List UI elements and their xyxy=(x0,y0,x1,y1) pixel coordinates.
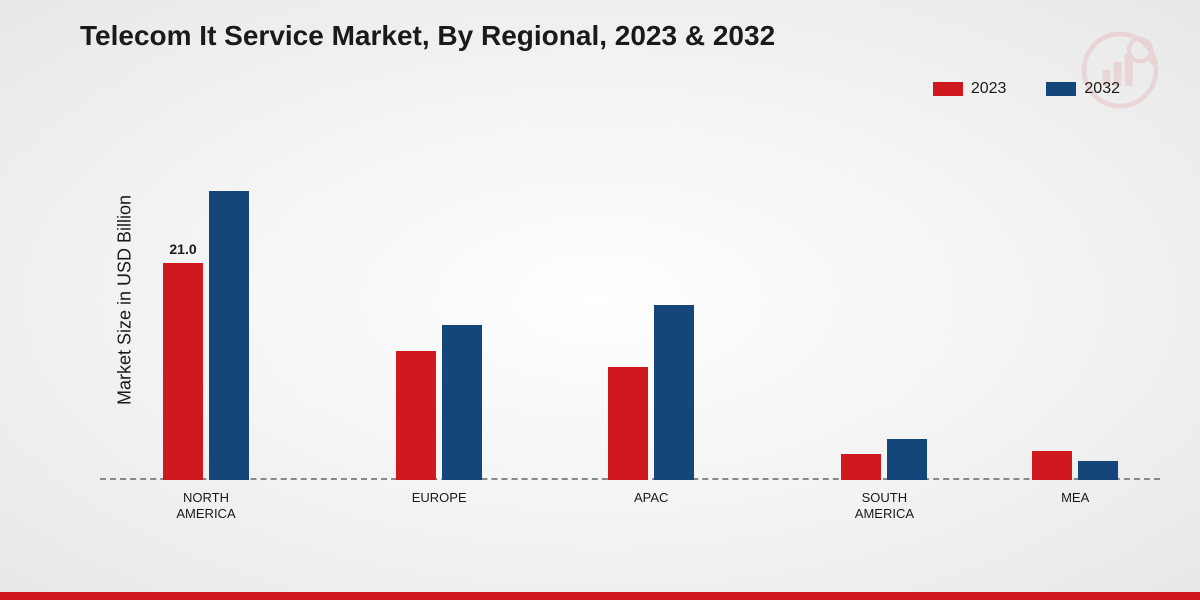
bar-2023 xyxy=(608,367,648,480)
x-tick-label: EUROPE xyxy=(412,490,467,506)
legend-swatch-2023 xyxy=(933,82,963,96)
legend-item-2023: 2023 xyxy=(933,80,1007,98)
bar-group xyxy=(608,305,694,480)
legend-item-2032: 2032 xyxy=(1046,80,1120,98)
plot-area: 21.0 xyxy=(100,150,1160,480)
bar-group xyxy=(1032,451,1118,480)
x-tick-label: SOUTHAMERICA xyxy=(855,490,914,521)
chart-container: Telecom It Service Market, By Regional, … xyxy=(0,0,1200,600)
bar-2023 xyxy=(396,351,436,480)
bar-2032 xyxy=(209,191,249,480)
x-tick-label: NORTHAMERICA xyxy=(176,490,235,521)
bar-2032 xyxy=(442,325,482,480)
bar-2032 xyxy=(654,305,694,480)
bottom-accent-bar xyxy=(0,592,1200,600)
legend-swatch-2032 xyxy=(1046,82,1076,96)
bar-group xyxy=(396,325,482,480)
watermark-logo xyxy=(1080,30,1160,110)
bar-2023 xyxy=(841,454,881,480)
chart-title: Telecom It Service Market, By Regional, … xyxy=(80,20,775,52)
bar-group: 21.0 xyxy=(163,191,249,480)
bar-2023: 21.0 xyxy=(163,263,203,480)
bar-value-label: 21.0 xyxy=(169,241,196,257)
legend-label-2023: 2023 xyxy=(971,80,1007,98)
bar-2023 xyxy=(1032,451,1072,480)
x-axis-labels: NORTHAMERICA EUROPE APAC SOUTHAMERICA MEA xyxy=(100,490,1160,530)
bar-2032 xyxy=(887,439,927,480)
legend-label-2032: 2032 xyxy=(1084,80,1120,98)
bar-2032 xyxy=(1078,461,1118,480)
bar-group xyxy=(841,439,927,480)
x-tick-label: MEA xyxy=(1061,490,1089,506)
legend: 2023 2032 xyxy=(933,80,1120,98)
x-tick-label: APAC xyxy=(634,490,668,506)
